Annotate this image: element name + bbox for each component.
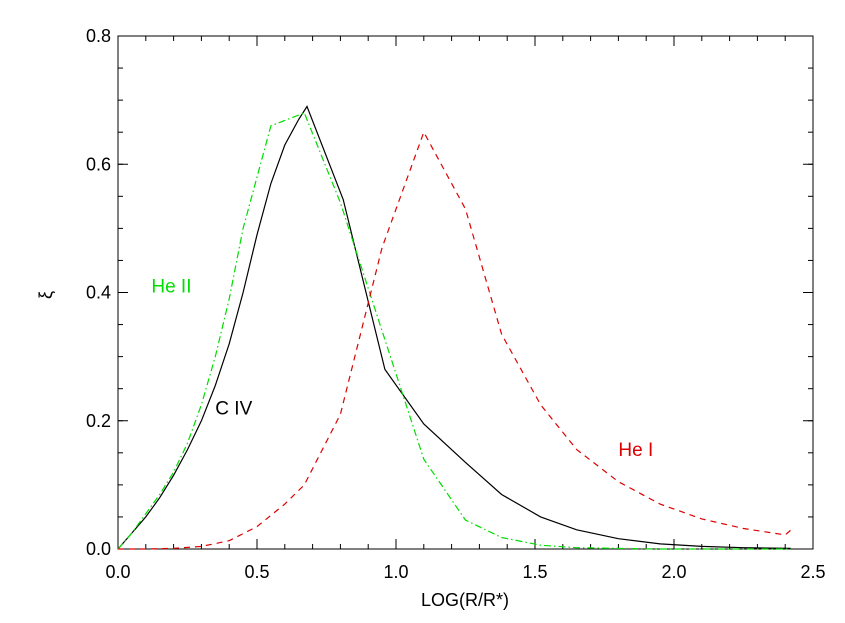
series-line-he-i [118, 130, 794, 550]
y-tick-label: 0.2 [86, 411, 111, 431]
y-tick-label: 0.0 [86, 539, 111, 559]
x-tick-label: 1.5 [522, 562, 547, 582]
y-tick-label: 0.8 [86, 26, 111, 46]
series-label-c-iv: C IV [215, 398, 252, 419]
plot-frame [117, 35, 814, 550]
x-tick-label: 2.0 [661, 562, 686, 582]
series-label-he-ii: He II [151, 277, 191, 298]
series-line-c-iv [117, 105, 791, 550]
x-axis-label: LOG(R/R*) [421, 590, 509, 610]
series-label-he-i: He I [618, 440, 653, 461]
series-line-he-ii [117, 112, 791, 550]
x-tick-label: 2.5 [800, 562, 825, 582]
x-tick-label: 1.0 [383, 562, 408, 582]
y-tick-label: 0.6 [86, 154, 111, 174]
x-tick-label: 0.0 [105, 562, 130, 582]
y-tick-label: 0.4 [86, 283, 111, 303]
x-tick-label: 0.5 [244, 562, 269, 582]
y-axis-label: ξ [36, 291, 56, 299]
